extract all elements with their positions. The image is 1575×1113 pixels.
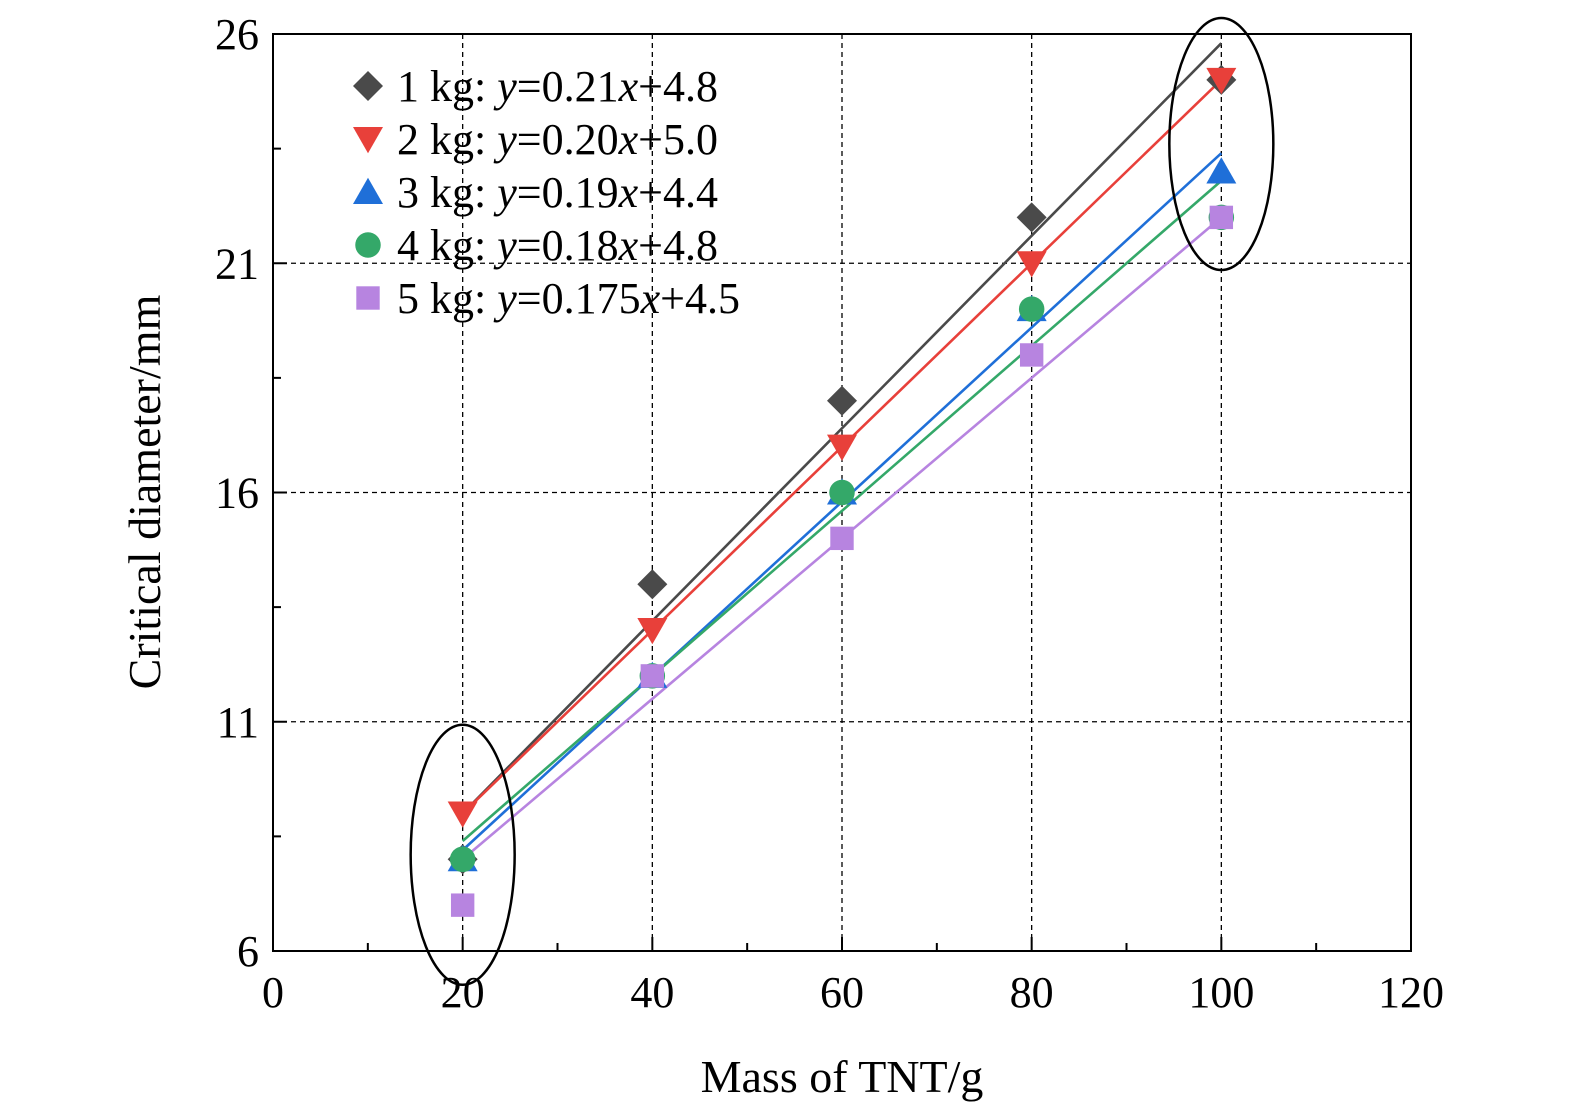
x-axis-title: Mass of TNT/g <box>701 1051 984 1102</box>
data-point-series-5 <box>1209 205 1234 230</box>
highlight-ellipse <box>409 723 516 986</box>
legend-label-series-2: 2 kg: y=0.20x+5.0 <box>397 115 718 164</box>
legend-label-series-1: 1 kg: y=0.21x+4.8 <box>397 62 718 111</box>
legend-label-series-3: 3 kg: y=0.19x+4.4 <box>397 168 718 217</box>
x-tick-label: 20 <box>441 968 485 1017</box>
y-tick-label: 26 <box>215 10 259 59</box>
data-point-series-5 <box>640 664 665 688</box>
data-point-series-2 <box>637 618 668 645</box>
y-tick-label: 6 <box>237 927 259 976</box>
legend-marker-series-5 <box>356 286 380 310</box>
data-point-series-1 <box>827 385 857 416</box>
data-point-series-4 <box>1018 296 1045 322</box>
y-tick-label: 11 <box>217 698 259 747</box>
legend-marker-series-3 <box>353 177 383 204</box>
data-point-series-4 <box>449 846 476 873</box>
legend-label-series-5: 5 kg: y=0.175x+4.5 <box>397 274 740 323</box>
x-tick-label: 80 <box>1010 968 1054 1017</box>
highlight-ellipses <box>409 16 1275 986</box>
data-point-series-2 <box>447 801 478 828</box>
data-point-series-5 <box>830 526 854 551</box>
y-tick-label: 16 <box>215 469 259 518</box>
fit-line-series-1 <box>461 42 1223 815</box>
legend-marker-series-2 <box>353 127 383 154</box>
data-point-series-5 <box>1019 343 1044 367</box>
data-point-series-2 <box>1206 67 1237 95</box>
data-point-series-2 <box>1016 251 1047 278</box>
x-tick-label: 100 <box>1188 968 1254 1017</box>
y-tick-label: 21 <box>215 239 259 288</box>
x-tick-label: 0 <box>262 968 284 1017</box>
data-markers <box>447 64 1237 917</box>
y-axis-title: Critical diameter/mm <box>119 294 170 689</box>
x-tick-label: 120 <box>1378 968 1444 1017</box>
x-tick-label: 40 <box>630 968 674 1017</box>
legend-label-series-4: 4 kg: y=0.18x+4.8 <box>397 221 718 270</box>
legend-marker-series-4 <box>355 232 381 258</box>
data-point-series-2 <box>827 434 857 461</box>
fit-line-series-4 <box>461 179 1223 842</box>
legend: 1 kg: y=0.21x+4.82 kg: y=0.20x+5.03 kg: … <box>353 62 740 323</box>
data-point-series-3 <box>1206 157 1237 184</box>
highlight-ellipse <box>1168 16 1275 272</box>
legend-marker-series-1 <box>353 71 383 101</box>
data-point-series-4 <box>829 479 855 506</box>
data-point-series-5 <box>450 893 475 917</box>
ticks: 0 20 40 60 80 100 120 6 11 16 21 26 <box>215 10 1444 1017</box>
data-point-series-1 <box>1016 202 1047 233</box>
data-point-series-1 <box>637 569 668 600</box>
x-tick-label: 60 <box>820 968 864 1017</box>
